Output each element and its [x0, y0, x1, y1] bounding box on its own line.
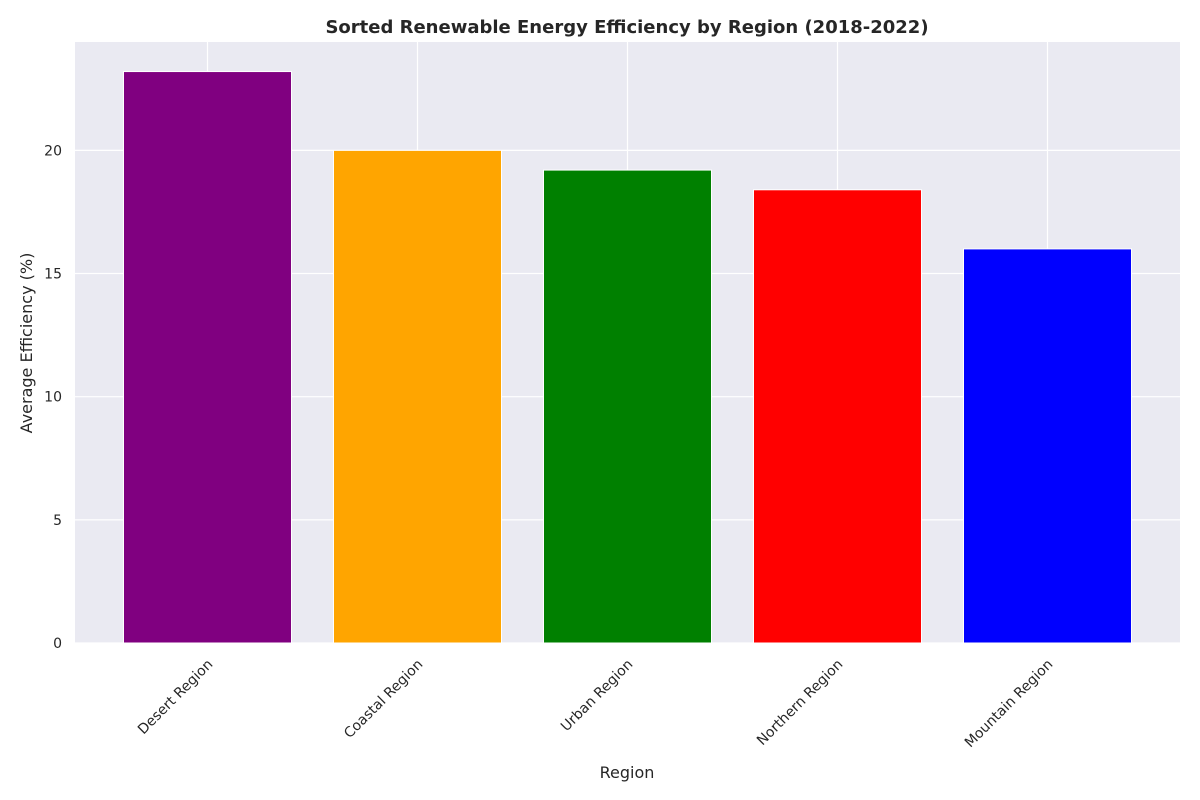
y-tick-label: 10	[44, 390, 62, 406]
chart-title: Sorted Renewable Energy Efficiency by Re…	[325, 17, 928, 38]
y-tick-label: 15	[44, 267, 62, 283]
x-tick-labels: Desert Region Coastal Region Urban Region N…	[135, 657, 1056, 751]
x-tick-label: Urban Region	[558, 657, 636, 735]
bars	[123, 71, 1132, 644]
x-tick-label: Desert Region	[135, 657, 216, 738]
x-tick-label: Mountain Region	[962, 657, 1056, 751]
x-tick-label: Northern Region	[754, 657, 846, 749]
y-tick-labels: 0 5 10 15 20	[44, 143, 62, 652]
bar-northern-region	[753, 189, 922, 644]
x-tick-label: Coastal Region	[341, 657, 426, 742]
x-axis-label: Region	[600, 763, 655, 782]
y-axis-label: Average Efficiency (%)	[17, 253, 36, 434]
y-tick-label: 5	[53, 513, 62, 529]
bar-urban-region	[543, 169, 712, 644]
y-tick-label: 20	[44, 143, 62, 159]
y-tick-label: 0	[53, 636, 62, 652]
bar-desert-region	[123, 71, 292, 644]
bar-mountain-region	[963, 248, 1132, 644]
bar-coastal-region	[333, 149, 502, 644]
